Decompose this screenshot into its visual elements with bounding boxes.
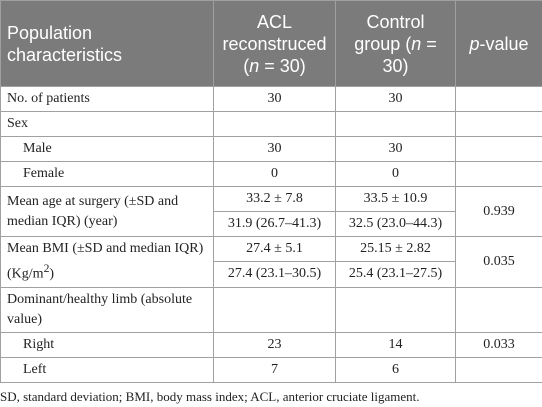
cell: Sex bbox=[0, 111, 214, 137]
text: n bbox=[411, 33, 422, 54]
cell: 27.4 ± 5.1 bbox=[213, 235, 336, 263]
cell: 25.15 ± 2.82 bbox=[335, 235, 456, 263]
header-cell: p-value bbox=[455, 0, 542, 87]
cell: 30 bbox=[335, 136, 456, 162]
cell bbox=[455, 161, 542, 187]
text: Mean BMI (±SD and median IQR) (Kg/m bbox=[7, 241, 204, 282]
cell: Male bbox=[0, 136, 214, 162]
text: Control group ( bbox=[354, 11, 425, 54]
cell bbox=[455, 286, 542, 333]
cell bbox=[455, 86, 542, 112]
table: Population characteristics ACL reconstru… bbox=[0, 0, 542, 383]
cell: 0.035 bbox=[455, 236, 542, 288]
cell bbox=[455, 136, 542, 162]
cell: No. of patients bbox=[0, 86, 214, 112]
text: ACL reconstruced ( bbox=[222, 11, 327, 76]
text: 2 bbox=[43, 262, 50, 275]
cell: 32.5 (23.0–44.3) bbox=[335, 211, 456, 237]
cell: 27.4 (23.1–30.5) bbox=[213, 261, 336, 288]
header-cell: ACL reconstruced (n = 30) bbox=[213, 0, 336, 87]
text: = 30) bbox=[259, 55, 306, 76]
cell: 33.5 ± 10.9 bbox=[335, 186, 456, 212]
cell: 31.9 (26.7–41.3) bbox=[213, 211, 336, 237]
footnote: SD, standard deviation; BMI, body mass i… bbox=[0, 388, 420, 404]
cell: Left bbox=[0, 356, 214, 383]
text: p bbox=[469, 33, 480, 54]
cell bbox=[455, 356, 542, 383]
header-row: Population characteristics ACL reconstru… bbox=[0, 0, 542, 87]
text: -value bbox=[479, 33, 529, 54]
text: = 30) bbox=[382, 33, 437, 76]
cell: 30 bbox=[213, 136, 336, 162]
cell: 0 bbox=[213, 161, 336, 187]
cell: 23 bbox=[213, 331, 336, 358]
header-cell: Control group (n = 30) bbox=[335, 0, 456, 87]
cell bbox=[213, 286, 336, 333]
cell: 30 bbox=[335, 86, 456, 112]
text: Population characteristics bbox=[7, 22, 123, 65]
cell bbox=[335, 286, 456, 333]
text: ) bbox=[49, 266, 55, 282]
cell: 6 bbox=[335, 356, 456, 383]
cell: Mean BMI (±SD and median IQR) (Kg/m2) bbox=[0, 236, 214, 288]
cell: 33.2 ± 7.8 bbox=[213, 186, 336, 212]
cell: 14 bbox=[335, 331, 456, 358]
cell: 0 bbox=[335, 161, 456, 187]
cell: 30 bbox=[213, 86, 336, 112]
cell: 7 bbox=[213, 356, 336, 383]
cell: 0.939 bbox=[455, 186, 542, 237]
cell: Dominant/healthy limb (absolute value) bbox=[0, 286, 214, 333]
cell: Female bbox=[0, 161, 214, 187]
cell: 0.033 bbox=[455, 331, 542, 358]
cell bbox=[335, 111, 456, 137]
cell: Mean age at surgery (±SD and median IQR)… bbox=[0, 186, 214, 237]
cell bbox=[455, 111, 542, 137]
cell bbox=[213, 111, 336, 137]
cell: 25.4 (23.1–27.5) bbox=[335, 261, 456, 288]
header-cell: Population characteristics bbox=[0, 0, 214, 87]
text: n bbox=[249, 55, 260, 76]
cell: Right bbox=[0, 331, 214, 358]
